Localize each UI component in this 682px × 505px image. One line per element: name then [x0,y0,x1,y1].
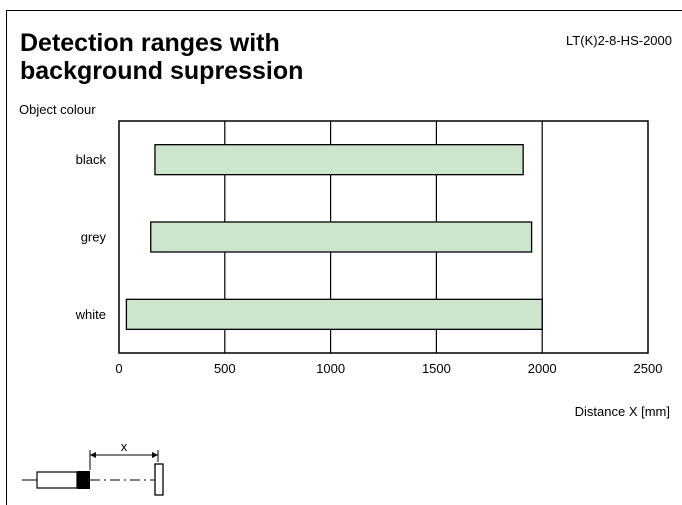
x-tick-label-1000: 1000 [316,361,345,376]
dimension-arrow-left [90,452,96,458]
x-tick-label-0: 0 [115,361,122,376]
x-tick-label-2500: 2500 [634,361,663,376]
x-tick-label-1500: 1500 [422,361,451,376]
y-axis-label: Object colour [19,102,96,117]
dimension-arrow-right [152,452,158,458]
target-object-icon [154,463,164,496]
x-tick-label-500: 500 [214,361,236,376]
dimension-x-label: x [121,439,128,454]
title-line-2: background supression [20,57,304,85]
sensor-body-icon [36,471,78,489]
plot-area: 0 500 1000 1500 2000 2500 black grey white [75,120,663,376]
y-tick-label-white: white [75,307,106,322]
range-bar-grey [150,221,533,253]
plot-border [118,120,649,354]
model-number: LT(K)2-8-HS-2000 [566,33,672,48]
chart-title: Detection ranges with background supress… [20,29,303,85]
x-axis-label: Distance X [mm] [574,404,670,419]
range-bar-white [125,298,543,330]
title-line-1: Detection ranges with [20,29,280,57]
chart-frame [6,10,682,505]
sensor-diagram: x [22,439,164,496]
x-tick-label-2000: 2000 [528,361,557,376]
y-tick-label-black: black [76,152,107,167]
range-bar-black [154,144,524,176]
y-tick-label-grey: grey [81,230,107,245]
sensor-lens-icon [77,471,90,489]
